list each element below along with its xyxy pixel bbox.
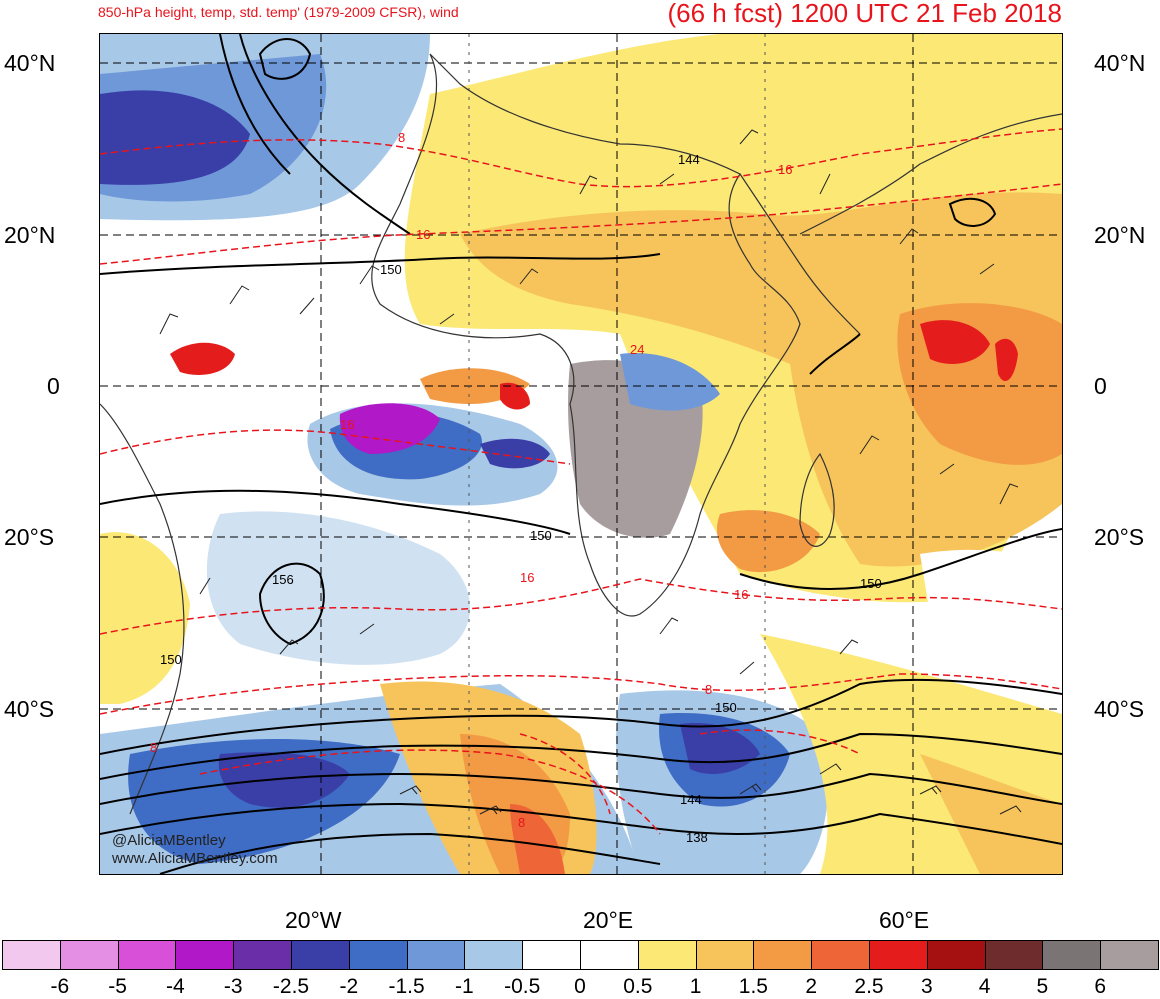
lat-label-left-20n: 20°N — [4, 222, 56, 248]
colorbar-tick-label: -1.5 — [388, 975, 425, 998]
colorbar-cell — [291, 940, 350, 970]
colorbar-tick-label: 1 — [689, 975, 702, 998]
temp-label-16-south-africa: 16 — [520, 570, 534, 585]
colorbar-tick-label: -0.5 — [504, 975, 541, 998]
author-website: www.AliciaMBentley.com — [112, 850, 278, 867]
temperature-anomaly-shading — [100, 34, 1062, 874]
colorbar-cell — [1100, 940, 1159, 970]
colorbar-tick-label: 0 — [574, 975, 586, 998]
wind-barbs — [159, 129, 1022, 815]
author-credit: @AliciaMBentley www.AliciaMBentley.com — [112, 832, 278, 868]
map-subtitle: 850-hPa height, temp, std. temp' (1979-2… — [98, 4, 459, 20]
temperature-contours — [100, 128, 1062, 835]
height-contours — [100, 34, 1062, 874]
lat-label-left-40s: 40°S — [4, 696, 55, 722]
lon-label-60e: 60°E — [879, 907, 930, 933]
colorbar-tick-label: -1 — [455, 975, 474, 998]
lat-label-left-20s: 20°S — [4, 524, 55, 550]
temp-label-8-south: 8 — [705, 682, 712, 697]
lon-label-20w: 20°W — [285, 907, 342, 933]
colorbar-cell — [637, 940, 697, 970]
colorbar-tick-label: -4 — [166, 975, 185, 998]
map-panel: 144 150 150 156 150 150 150 144 138 8 16… — [99, 33, 1063, 875]
colorbar-tick-label: 4 — [978, 975, 991, 998]
temp-label-16-arabia: 16 — [778, 162, 792, 177]
lon-label-20e: 20°E — [583, 907, 634, 933]
colorbar-cell — [926, 940, 986, 970]
temp-label-16-madagascar: 16 — [734, 587, 748, 602]
colorbar-tick-label: 6 — [1094, 975, 1107, 998]
colorbar-cell — [522, 940, 581, 970]
temp-label-8-north: 8 — [398, 130, 405, 145]
height-label-144-north: 144 — [678, 152, 700, 167]
map-canvas: 144 150 150 156 150 150 150 144 138 8 16… — [100, 34, 1062, 874]
colorbar-cell — [869, 940, 928, 970]
height-label-150-south-america: 150 — [160, 652, 182, 667]
temp-label-16-atlantic: 16 — [340, 417, 354, 432]
colorbar-tick-label: -6 — [50, 975, 70, 998]
temp-label-16-north: 16 — [416, 227, 430, 242]
colorbar-tick-label: -3 — [223, 975, 243, 998]
colorbar-cell — [695, 940, 755, 970]
colorbar-cell — [233, 940, 292, 970]
colorbar-cell — [2, 940, 61, 970]
lat-label-right-0: 0 — [1094, 373, 1107, 399]
colorbar-cell — [1042, 940, 1102, 970]
lat-label-right-40n: 40°N — [1094, 50, 1146, 76]
colorbar-cell — [117, 940, 177, 970]
colorbar-cell — [464, 940, 524, 970]
lat-label-right-20s: 20°S — [1094, 524, 1145, 550]
height-label-156: 156 — [272, 572, 294, 587]
height-label-138: 138 — [686, 830, 708, 845]
colorbar-tick-label: 3 — [920, 975, 933, 998]
colorbar-cell — [348, 940, 408, 970]
lat-label-left-40n: 40°N — [4, 50, 56, 76]
temp-label-24: 24 — [630, 342, 644, 357]
colorbar-tick-label: -2.5 — [272, 975, 310, 998]
lat-label-right-40s: 40°S — [1094, 696, 1145, 722]
colorbar-tick-label: 2 — [805, 975, 818, 998]
colorbar-cell — [811, 940, 870, 970]
colorbar-cell — [984, 940, 1044, 970]
colorbar-tick-label: 1.5 — [738, 975, 768, 998]
colorbar-cell — [753, 940, 813, 970]
height-label-150-south: 150 — [715, 700, 737, 715]
colorbar-cell — [580, 940, 639, 970]
height-label-150-west: 150 — [380, 262, 402, 277]
colorbar-tick-label: 5 — [1036, 975, 1049, 998]
colorbar-tick-label: -5 — [108, 975, 127, 998]
colorbar-cell — [59, 940, 119, 970]
colorbar-tick-label: 2.5 — [854, 975, 884, 998]
forecast-time-title: (66 h fcst) 1200 UTC 21 Feb 2018 — [667, 0, 1062, 28]
coastlines — [100, 53, 1062, 815]
temp-label-8-jet: 8 — [518, 815, 525, 830]
temp-label-8-southwest: 8 — [150, 740, 157, 755]
colorbar-cell — [406, 940, 466, 970]
height-label-150-south-africa: 150 — [530, 528, 552, 543]
graticule — [100, 34, 1062, 874]
height-label-144-south: 144 — [680, 792, 702, 807]
height-label-150-indian-ocean: 150 — [860, 576, 882, 591]
lat-label-left-0: 0 — [47, 373, 60, 399]
colorbar-tick-label: 0.5 — [623, 975, 653, 998]
lat-label-right-20n: 20°N — [1094, 222, 1146, 248]
colorbar-cell — [175, 940, 235, 970]
author-handle: @AliciaMBentley — [112, 832, 226, 849]
colorbar-tick-label: -2 — [339, 975, 359, 998]
